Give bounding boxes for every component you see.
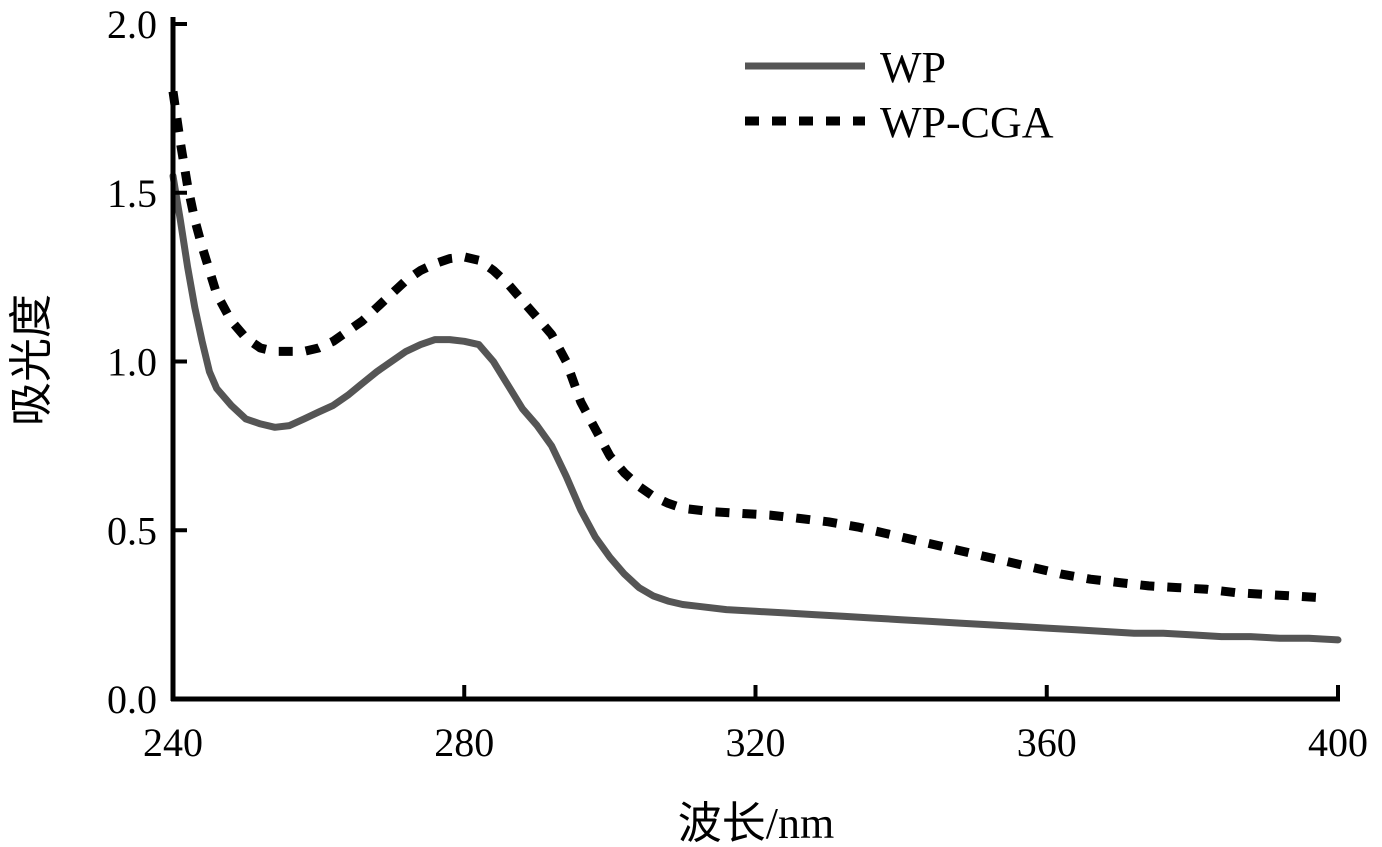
y-tick-label: 1.0 [107,340,157,385]
x-tick-label: 400 [1308,720,1368,765]
x-axis-title: 波长/nm [678,799,834,847]
series-line-wp-cga [168,90,1324,603]
y-tick-label: 0.5 [107,508,157,553]
series-line-wp [169,172,1342,644]
y-tick-label: 1.5 [107,171,157,216]
y-axis-title: 吸光度 [7,294,56,426]
y-axis-ticks: 0.0 0.5 1.0 1.5 2.0 [107,2,187,722]
y-tick-label: 0.0 [107,677,157,722]
x-axis-ticks: 240 280 320 360 400 [143,685,1368,765]
x-tick-label: 320 [726,720,786,765]
legend-label-wp: WP [880,43,946,92]
legend-label-wp-cga: WP-CGA [880,98,1054,147]
x-tick-label: 360 [1017,720,1077,765]
plot-series [168,90,1342,644]
y-tick-label: 2.0 [107,2,157,47]
x-tick-label: 240 [143,720,203,765]
legend: WP WP-CGA [745,43,1054,147]
x-tick-label: 280 [434,720,494,765]
